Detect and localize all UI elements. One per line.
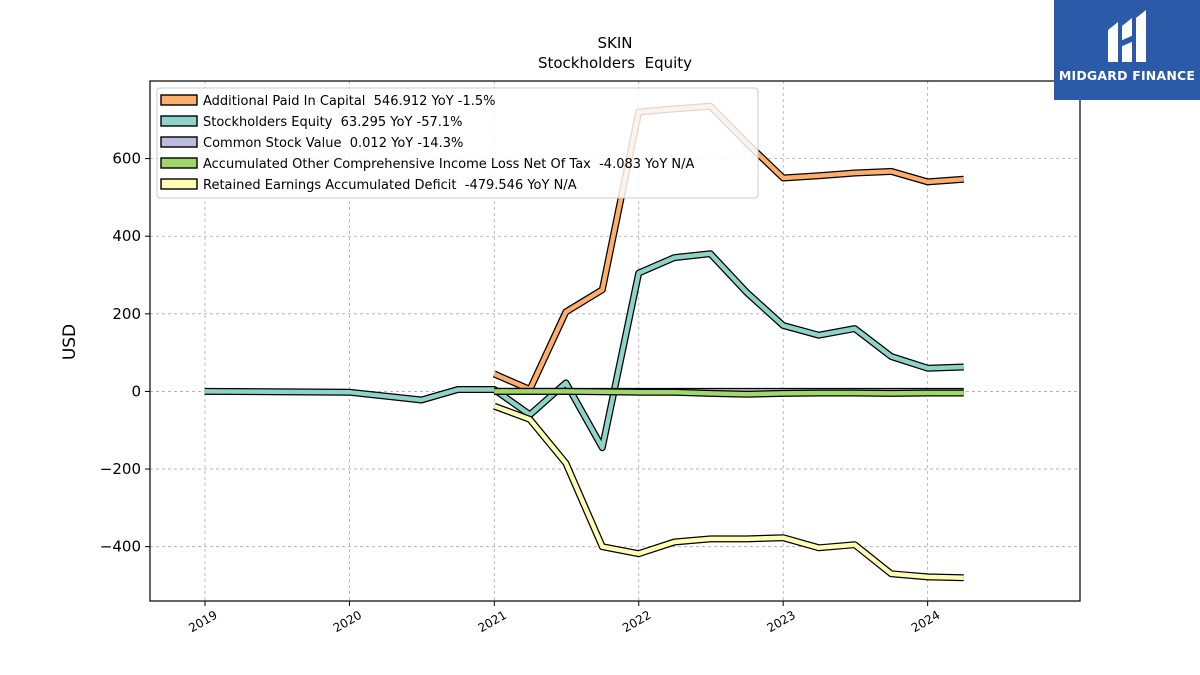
logo-mark-icon (1108, 10, 1146, 62)
legend: Additional Paid In Capital 546.912 YoY -… (156, 87, 759, 199)
legend-label: Stockholders Equity 63.295 YoY -57.1% (203, 115, 463, 130)
legend-label: Accumulated Other Comprehensive Income L… (203, 157, 694, 172)
logo-text: MIDGARD FINANCE (1058, 68, 1196, 83)
y-tick-label: −200 (100, 460, 141, 478)
chart-title: SKIN (597, 34, 632, 52)
x-tick-label: 2023 (764, 608, 797, 635)
y-tick-label: 400 (112, 227, 141, 245)
legend-swatch (160, 136, 198, 148)
plot-frame (149, 80, 1081, 602)
series-line-4 (493, 404, 964, 580)
legend-label: Retained Earnings Accumulated Deficit -4… (203, 178, 577, 193)
legend-swatch (160, 178, 198, 190)
x-tick-label: 2024 (909, 608, 942, 635)
series-line-3 (494, 389, 964, 397)
legend-label: Additional Paid In Capital 546.912 YoY -… (203, 94, 496, 109)
legend-swatch (160, 115, 198, 127)
legend-label: Common Stock Value 0.012 YoY -14.3% (203, 136, 463, 151)
y-tick-label: 600 (112, 150, 141, 168)
series-outline-4 (493, 402, 964, 582)
brand-logo: MIDGARD FINANCE (1054, 0, 1200, 100)
chart-subtitle: Stockholders Equity (538, 54, 692, 72)
legend-swatch (160, 94, 198, 106)
series-line-1 (204, 251, 964, 450)
y-axis-label: USD (60, 324, 80, 360)
y-tick-label: 0 (131, 382, 141, 400)
y-tick-label: 200 (112, 305, 141, 323)
x-tick-label: 2020 (331, 608, 364, 635)
legend-box (156, 87, 759, 199)
x-tick-label: 2021 (476, 608, 509, 635)
series-lines (204, 102, 964, 582)
legend-swatch (160, 157, 198, 169)
y-tick-label: −400 (100, 538, 141, 556)
x-tick-label: 2022 (620, 608, 653, 635)
x-tick-label: 2019 (186, 608, 219, 635)
